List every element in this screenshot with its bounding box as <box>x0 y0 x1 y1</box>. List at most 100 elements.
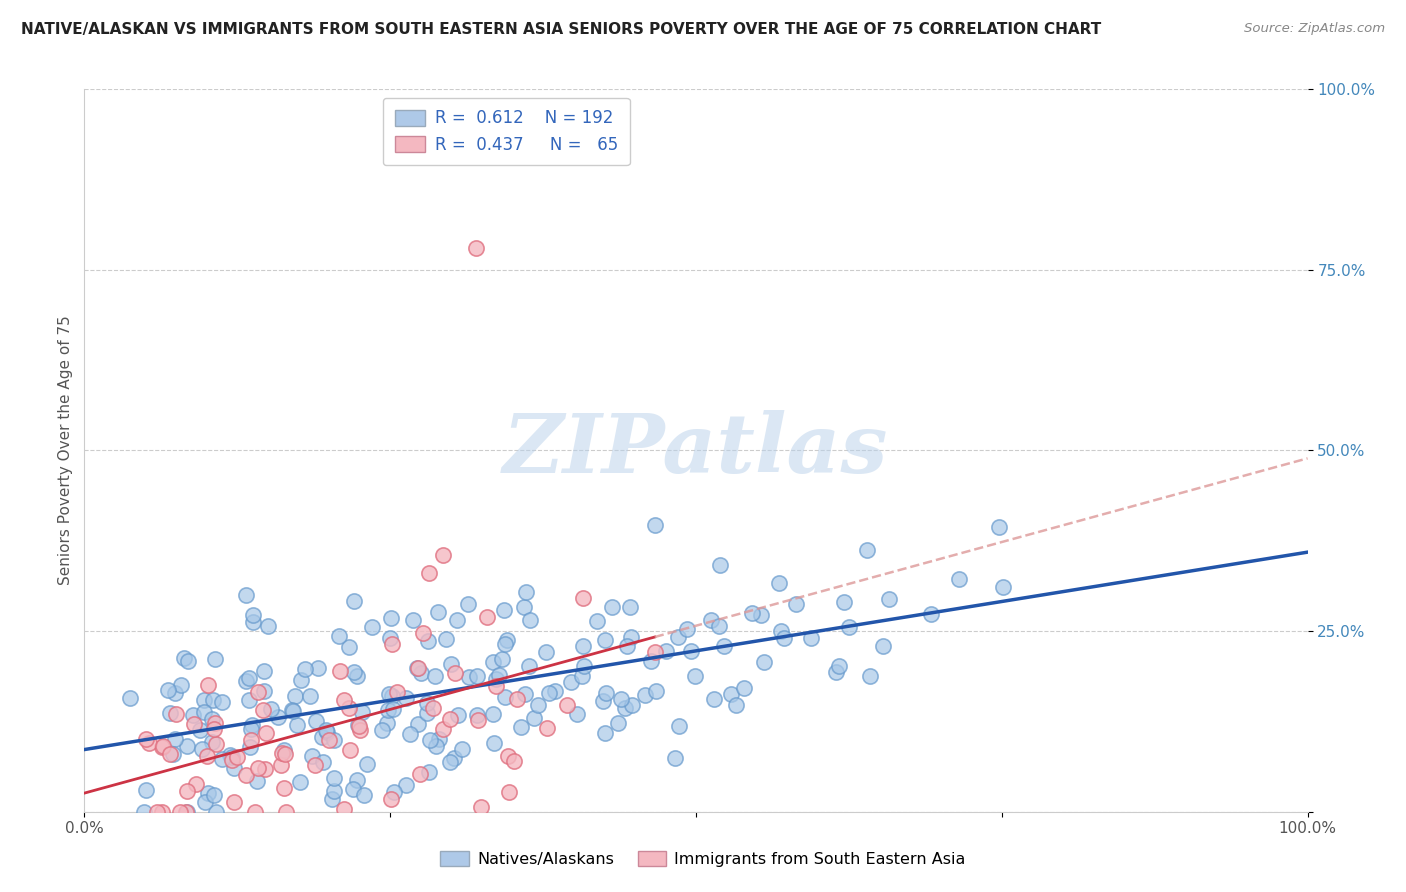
Point <box>681 644 703 658</box>
Point <box>506 692 529 706</box>
Point <box>343 594 366 608</box>
Point <box>432 722 454 736</box>
Point <box>221 750 243 764</box>
Point <box>416 634 439 648</box>
Point <box>270 758 292 772</box>
Point <box>240 732 263 747</box>
Point <box>305 714 328 728</box>
Point <box>446 613 468 627</box>
Point <box>201 712 224 726</box>
Point <box>709 558 731 573</box>
Point <box>769 624 792 638</box>
Point <box>485 679 508 693</box>
Point <box>239 723 262 737</box>
Point <box>988 520 1011 534</box>
Point <box>470 800 492 814</box>
Point <box>235 768 257 782</box>
Point <box>855 542 877 557</box>
Point <box>488 668 510 682</box>
Point <box>311 730 333 744</box>
Point <box>294 662 316 676</box>
Point <box>205 805 228 819</box>
Point <box>439 755 461 769</box>
Point <box>273 780 295 795</box>
Point <box>380 610 402 624</box>
Point <box>385 684 408 698</box>
Point <box>177 654 200 668</box>
Point <box>828 658 851 673</box>
Point <box>406 661 429 675</box>
Point <box>409 666 432 681</box>
Point <box>644 683 666 698</box>
Point <box>720 688 742 702</box>
Point <box>283 690 305 704</box>
Legend: Natives/Alaskans, Immigrants from South Eastern Asia: Natives/Alaskans, Immigrants from South … <box>432 843 974 875</box>
Point <box>785 597 807 611</box>
Point <box>173 650 195 665</box>
Point <box>537 686 560 700</box>
Point <box>225 750 247 764</box>
Point <box>235 588 257 602</box>
Point <box>620 630 643 644</box>
Point <box>515 585 537 599</box>
Point <box>238 672 260 686</box>
Point <box>349 723 371 737</box>
Point <box>481 707 503 722</box>
Point <box>640 654 662 668</box>
Point <box>381 702 404 716</box>
Point <box>238 693 260 707</box>
Point <box>346 772 368 787</box>
Point <box>749 607 772 622</box>
Point <box>494 637 516 651</box>
Point <box>240 717 263 731</box>
Point <box>159 747 181 761</box>
Point <box>616 640 638 654</box>
Point <box>572 639 595 653</box>
Point <box>496 632 519 647</box>
Point <box>378 688 401 702</box>
Point <box>482 736 505 750</box>
Point <box>406 717 429 731</box>
Point <box>412 625 434 640</box>
Point <box>138 736 160 750</box>
Point <box>425 739 447 753</box>
Point <box>339 743 361 757</box>
Point <box>152 739 174 753</box>
Point <box>242 607 264 622</box>
Point <box>195 748 218 763</box>
Point <box>285 717 308 731</box>
Point <box>800 631 823 645</box>
Point <box>406 661 429 675</box>
Point <box>838 620 860 634</box>
Point <box>201 692 224 706</box>
Point <box>734 681 756 696</box>
Point <box>494 690 516 705</box>
Point <box>859 668 882 682</box>
Point <box>703 692 725 706</box>
Point <box>360 619 382 633</box>
Point <box>768 575 790 590</box>
Point <box>381 689 404 703</box>
Point <box>152 740 174 755</box>
Point <box>242 615 264 629</box>
Point <box>193 705 215 719</box>
Point <box>333 801 356 815</box>
Point <box>321 792 343 806</box>
Point <box>948 572 970 586</box>
Point <box>246 774 269 789</box>
Point <box>920 607 942 621</box>
Point <box>709 618 731 632</box>
Point <box>510 720 533 734</box>
Point <box>190 723 212 738</box>
Point <box>572 591 595 606</box>
Point <box>526 698 548 712</box>
Point <box>174 805 197 819</box>
Point <box>513 600 536 615</box>
Point <box>418 566 440 580</box>
Text: Source: ZipAtlas.com: Source: ZipAtlas.com <box>1244 22 1385 36</box>
Point <box>274 747 297 762</box>
Point <box>378 632 401 646</box>
Point <box>832 595 855 609</box>
Point <box>194 795 217 809</box>
Point <box>135 782 157 797</box>
